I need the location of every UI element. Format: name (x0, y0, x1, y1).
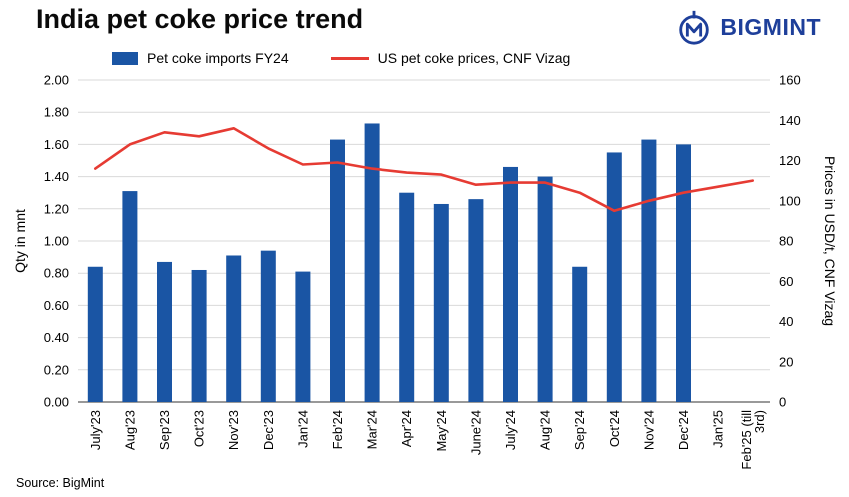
left-axis-tick-label: 0.20 (44, 362, 69, 377)
page-title: India pet coke price trend (36, 4, 364, 34)
left-axis-tick-label: 1.60 (44, 137, 69, 152)
brand-logo: BIGMINT (675, 8, 821, 46)
left-axis-tick-label: 0.40 (44, 330, 69, 345)
x-axis-label: Jan'24 (295, 410, 310, 448)
x-axis-label: Aug'24 (538, 410, 553, 450)
left-axis-tick-label: 1.20 (44, 201, 69, 216)
bar (572, 266, 588, 402)
source-note: Source: BigMint (16, 476, 105, 490)
right-axis-tick-label: 20 (779, 354, 793, 369)
x-axis-label: July'23 (88, 410, 103, 450)
legend-item-line: US pet coke prices, CNF Vizag (330, 50, 571, 66)
right-axis-tick-label: 0 (779, 395, 786, 410)
bar (676, 144, 691, 402)
line-series-swatch (330, 56, 369, 60)
bar (191, 269, 207, 402)
right-axis-tick-label: 140 (779, 113, 801, 128)
bar (157, 261, 172, 402)
brand-name: BIGMINT (720, 13, 821, 40)
x-axis-label: Nov'24 (641, 410, 656, 450)
x-axis-label: July'24 (503, 410, 518, 450)
right-axis-tick-label: 160 (779, 73, 801, 88)
legend-label-bars: Pet coke imports FY24 (147, 50, 289, 66)
left-axis-tick-label: 1.80 (44, 105, 69, 120)
bigmint-logo-icon (679, 10, 710, 45)
x-axis-label: 3rd) (752, 410, 767, 433)
combo-chart: 2.00 1.80 1.60 1.40 1.20 1.00 0.80 0.60 0.40 0.20… (44, 73, 801, 470)
x-axis-label: Oct'23 (192, 410, 207, 447)
bar (606, 152, 622, 402)
chart-legend: Pet coke imports FY24 US pet coke prices… (112, 50, 570, 66)
price-line (94, 126, 755, 213)
x-axis-label: Mar'24 (365, 410, 380, 449)
bar (537, 176, 553, 402)
legend-item-bars: Pet coke imports FY24 (112, 50, 289, 66)
bar (364, 123, 380, 402)
x-axis-label: Dec'23 (261, 410, 276, 450)
bar (433, 203, 449, 402)
right-axis-tick-label: 100 (779, 193, 801, 208)
x-axis-label: May'24 (434, 410, 449, 452)
x-axis-label: Aug'23 (122, 410, 137, 450)
x-axis-label: Dec'24 (676, 410, 691, 450)
x-axis-label: Feb'24 (330, 410, 345, 449)
bar (260, 250, 276, 402)
x-axis-label: Feb'25 (till (739, 410, 754, 470)
x-axis-label: Oct'24 (607, 410, 622, 447)
left-axis-tick-label: 1.40 (44, 169, 69, 184)
x-axis-label: Apr'24 (399, 410, 414, 447)
left-axis-tick-label: 2.00 (44, 73, 69, 88)
right-axis-tick-label: 60 (779, 274, 793, 289)
bar (122, 191, 138, 402)
x-axis-label: Sep'24 (572, 410, 587, 450)
bar (226, 255, 242, 402)
bar (87, 266, 103, 402)
right-axis-tick-label: 120 (779, 153, 801, 168)
left-axis-tick-label: 0.00 (44, 395, 69, 410)
legend-label-line: US pet coke prices, CNF Vizag (377, 50, 571, 66)
bar (295, 271, 311, 402)
left-axis-tick-label: 0.60 (44, 298, 69, 313)
bar (641, 139, 657, 402)
bar (468, 199, 484, 402)
left-axis-tick-label: 1.00 (44, 234, 69, 249)
bar-series-swatch (112, 51, 138, 65)
right-axis-tick-label: 80 (779, 234, 793, 249)
x-axis-label: Sep'23 (157, 410, 172, 450)
right-axis-tick-label: 40 (779, 314, 793, 329)
bar (503, 166, 518, 402)
x-axis-label: Nov'23 (226, 410, 241, 450)
bar (330, 139, 345, 402)
left-axis-tick-label: 0.80 (44, 266, 69, 281)
left-axis-title: Qty in mnt (12, 209, 28, 273)
right-axis-title: Prices in USD/t, CNF Vizag (822, 155, 838, 327)
x-axis-label: Jan'25 (711, 410, 726, 448)
bar (399, 192, 415, 402)
x-axis-label: June'24 (468, 410, 483, 455)
